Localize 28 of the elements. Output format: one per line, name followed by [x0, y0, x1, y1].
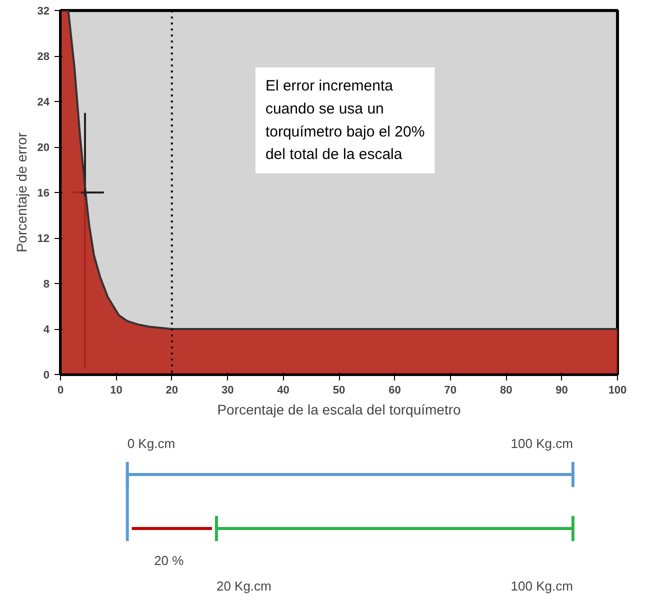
x-tick-label: 90 [556, 384, 568, 396]
x-tick-label: 30 [221, 384, 234, 396]
text: 100 Kg.cm [510, 578, 573, 594]
y-tick-label: 32 [37, 6, 50, 18]
y-tick-label: 0 [43, 370, 50, 382]
y-tick-label: 12 [37, 233, 50, 245]
text: 0 Kg.cm [127, 436, 176, 452]
text: 100 Kg.cm [510, 436, 573, 452]
y-tick-label: 8 [43, 278, 50, 290]
y-axis-title: Porcentaje de error [13, 132, 30, 252]
x-tick-label: 80 [500, 384, 512, 396]
y-tick-label: 20 [37, 142, 50, 154]
y-tick-label: 28 [37, 51, 50, 63]
annotation: El error incrementa cuando se usa un torquímetro bajo el 20% del total de la escala [265, 77, 425, 164]
x-tick-label: 70 [444, 384, 457, 396]
x-tick-label: 20 [166, 384, 178, 396]
text: 20 Kg.cm [216, 578, 272, 594]
x-tick-label: 10 [110, 384, 122, 396]
x-tick-label: 60 [388, 384, 401, 396]
x-axis-title: Porcentaje de la escala del torquímetro [217, 402, 462, 418]
x-tick-label: 40 [277, 384, 290, 396]
x-tick-label: 100 [608, 384, 627, 396]
y-tick-label: 24 [37, 96, 50, 108]
x-tick-label: 50 [332, 384, 346, 396]
x-tick-label: 0 [57, 384, 64, 396]
y-tick-label: 16 [37, 188, 50, 200]
y-tick-label: 4 [43, 324, 50, 336]
text: 20 % [154, 553, 184, 568]
